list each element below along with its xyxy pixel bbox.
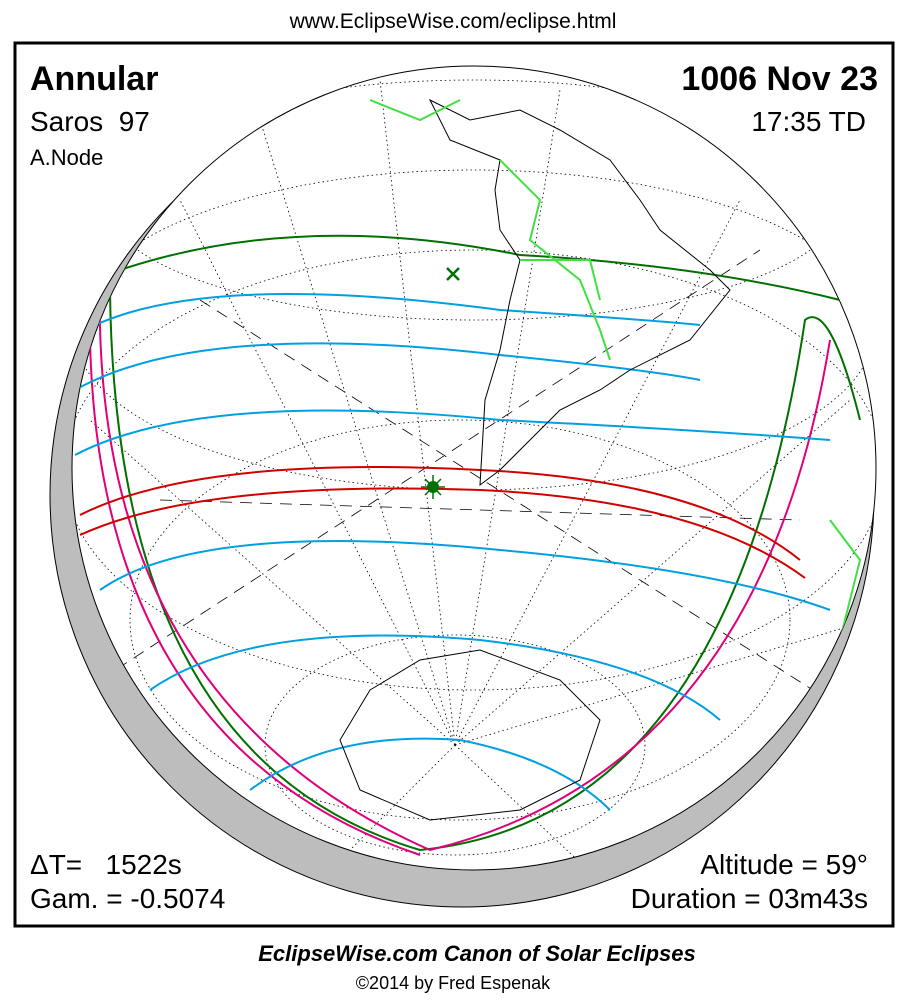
- altitude: Altitude = 59°: [700, 849, 868, 880]
- node: A.Node: [30, 145, 103, 170]
- gamma: Gam. = -0.5074: [30, 883, 225, 914]
- saros: Saros 97: [30, 106, 150, 137]
- url: www.EclipseWise.com/eclipse.html: [289, 10, 617, 33]
- delta-t: ΔT= 1522s: [30, 849, 182, 880]
- copyright: ©2014 by Fred Espenak: [356, 973, 551, 993]
- duration: Duration = 03m43s: [631, 883, 868, 914]
- eclipse-type: Annular: [30, 60, 158, 98]
- greatest-duration-marker: [446, 267, 460, 281]
- time: 17:35 TD: [751, 106, 866, 137]
- footer-title: EclipseWise.com Canon of Solar Eclipses: [258, 941, 696, 966]
- globe: [49, 65, 877, 908]
- date: 1006 Nov 23: [681, 60, 878, 98]
